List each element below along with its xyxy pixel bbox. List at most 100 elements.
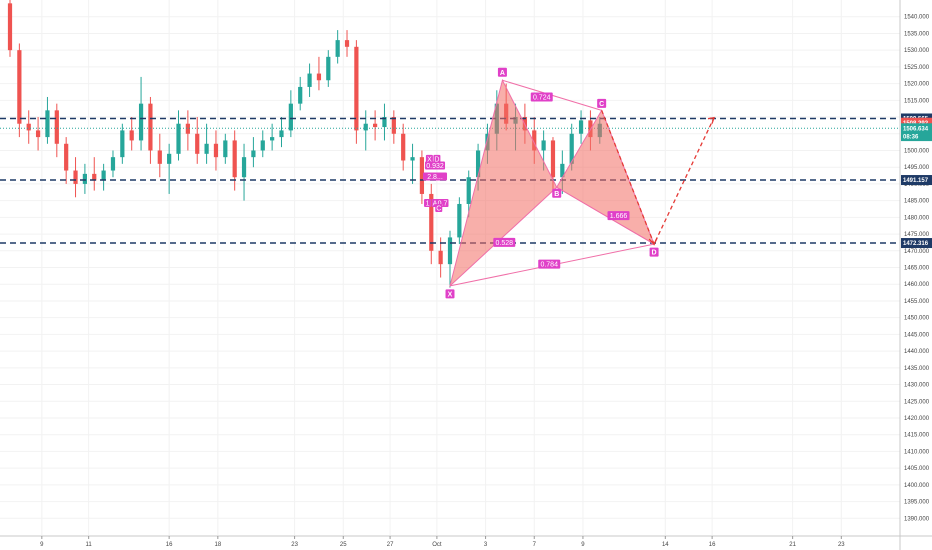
x-tick-label: 11 [86,542,93,548]
y-tick-label: 1460.000 [904,282,930,288]
candle-body [560,163,565,178]
y-tick-label: 1410.000 [904,449,930,455]
price-badges: 1509.5651508.2921506.63408:361491.157147… [901,113,932,249]
y-tick-label: 1465.000 [904,266,930,272]
candle-body [288,103,293,131]
y-tick-label: 1525.000 [904,65,930,71]
pattern-point-a [497,67,507,77]
x-tick-label: 27 [387,542,394,548]
candle-body [82,173,87,184]
y-tick-label: 1485.000 [904,199,930,205]
harmonic-triangle-xab [449,78,558,288]
candle-body [232,140,237,178]
y-tick-label: 1475.000 [904,232,930,238]
mini-pattern-label [433,154,441,163]
y-tick-label: 1390.000 [904,516,930,522]
y-tick-label: 1450.000 [904,316,930,322]
mini-pattern-label-text: A [433,200,438,207]
mini-pattern-label [424,198,432,207]
candle-body [532,130,537,151]
candle-body [270,137,275,141]
candle-body [326,56,331,81]
mini-pattern-label-text: D [434,156,439,163]
price-badge [901,175,932,186]
candle-body [354,46,359,131]
candle-body [316,73,322,81]
x-tick-label: 23 [291,542,298,548]
x-tick-label: Oct [432,542,442,548]
y-tick-label: 1500.000 [904,148,930,154]
ratio-label-text: 0.784 [540,262,558,269]
candle-body [260,140,265,151]
candle-body [382,117,387,128]
candle-body [569,133,574,164]
candle-body [167,153,172,164]
y-tick-label: 1515.000 [904,98,930,104]
y-tick-label: 1495.000 [904,165,930,171]
candle-body [92,173,97,181]
y-tick-label: 1520.000 [904,82,930,88]
mini-pattern-label-text: 2.8... [427,174,443,181]
candle-body [129,130,134,141]
candle-body [213,143,219,158]
mini-pattern-label [423,172,448,181]
pattern-point-a-text: A [500,70,505,77]
candle-body [391,117,396,134]
x-tick-label: 3 [484,542,488,548]
candle-body [279,130,284,138]
price-badge-label: 1472.316 [903,241,929,247]
candle-body [138,103,144,141]
x-tick-label: 25 [340,542,347,548]
candle-body [307,73,312,87]
x-tick-label: 16 [166,542,173,548]
projection-arrowhead [648,237,658,246]
candle-body [157,150,162,164]
candle-body [223,140,228,158]
mini-pattern-label [435,203,443,212]
y-tick-label: 1430.000 [904,383,930,389]
x-tick-label: 9 [581,542,585,548]
ratio-label-text: 1.666 [610,213,628,220]
price-axis[interactable]: 1390.000 1395.000 1400.000 1405.000 1410.000… [904,15,930,523]
candle-body [447,237,453,265]
price-badge-label: 08:36 [903,134,919,140]
mini-pattern-label [425,161,446,170]
y-tick-label: 1420.000 [904,416,930,422]
candle-body [401,133,406,161]
price-badge-label: 1506.634 [903,126,929,132]
candle-body [101,170,106,181]
price-badge-label: 1491.157 [903,178,929,184]
candle-body [466,177,471,204]
x-tick-label: 18 [214,542,221,548]
candle-body [363,123,368,131]
mini-pattern-label-text: C [436,205,441,212]
ratio-label [607,211,630,221]
pattern-point-d [649,247,659,257]
mini-pattern-label [425,154,433,163]
time-axis[interactable]: 9 11 16 18 23 25 27 Oct 3 7 9 14 16 21 23 [40,536,845,548]
candle-body [241,157,247,178]
price-badge [901,238,932,249]
ratio-label-text: 0.724 [533,94,551,101]
y-tick-label: 1540.000 [904,15,930,21]
candle-body [148,103,153,151]
candle-body [373,123,378,128]
mini-pattern-label-text: 1 [426,200,430,207]
candle-body [204,143,209,154]
y-tick-label: 1470.000 [904,249,930,255]
y-tick-label: 1455.000 [904,299,930,305]
candle-body [17,50,22,124]
price-badge [901,117,932,128]
candle-body [110,157,116,171]
y-tick-label: 1395.000 [904,500,930,506]
candle-body [541,140,546,151]
pattern-point-x [445,289,455,299]
pattern-point-c-text: C [599,101,604,108]
price-badge [901,131,932,142]
ratio-label [530,92,553,102]
mini-pattern-label-text: 0.932 [426,163,444,170]
x-tick-label: 9 [40,542,44,548]
price-badge [901,123,932,134]
pattern-point-b [552,188,562,198]
